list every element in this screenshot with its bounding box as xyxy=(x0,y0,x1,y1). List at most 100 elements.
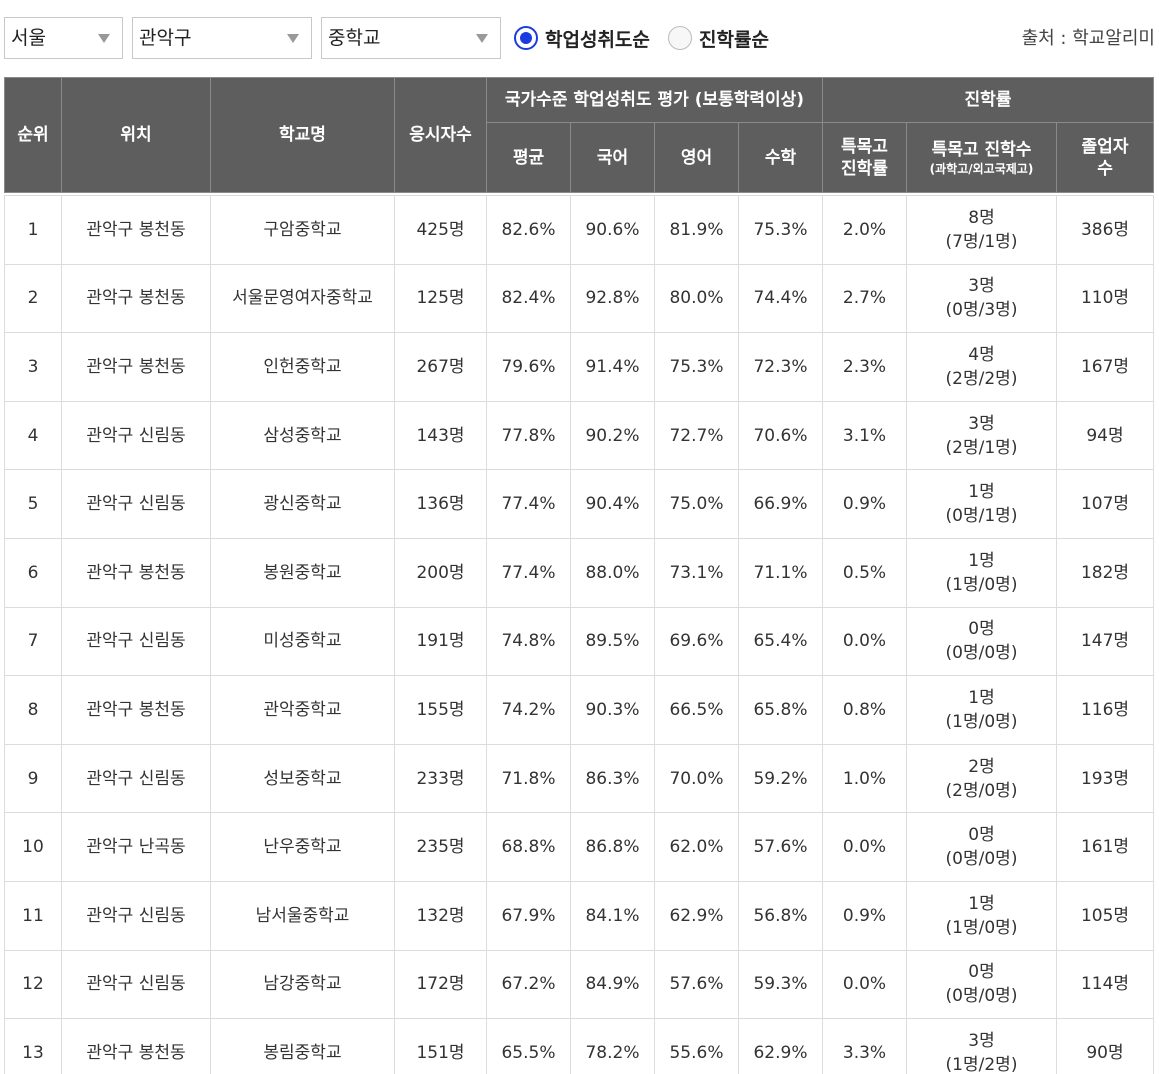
cell-korean: 92.8% xyxy=(570,263,655,334)
cell-location: 관악구 신림동 xyxy=(61,606,211,677)
table-row: 13 관악구 봉천동 봉림중학교 151명 65.5% 78.2% 55.6% 62.9% 3.… xyxy=(4,1018,1155,1074)
header-achievement-group: 국가수준 학업성취도 평가 (보통학력이상) xyxy=(486,77,823,123)
header-graduates-line2: 수 xyxy=(1097,158,1113,179)
cell-math: 74.4% xyxy=(738,263,823,334)
cell-special-count-detail: (1명/2명) xyxy=(945,1054,1018,1074)
sort-radio-advancement[interactable]: 진학률순 xyxy=(668,24,769,52)
cell-avg: 82.6% xyxy=(486,195,571,265)
header-special-count: 특목고 진학수 (과학고/외고국제고) xyxy=(906,122,1057,193)
cell-special-count-detail: (1명/0명) xyxy=(945,711,1018,732)
cell-english: 81.9% xyxy=(654,195,739,265)
cell-korean: 84.9% xyxy=(570,949,655,1020)
cell-special-count-detail: (1명/0명) xyxy=(945,917,1018,938)
sort-radio-advancement-label: 진학률순 xyxy=(699,28,769,51)
cell-location: 관악구 난곡동 xyxy=(61,812,211,882)
header-advancement-group: 진학률 xyxy=(821,77,1155,123)
cell-location: 관악구 봉천동 xyxy=(61,332,211,402)
header-special-rate-line2: 진학률 xyxy=(841,158,888,179)
cell-graduates: 114명 xyxy=(1055,949,1155,1020)
sort-radio-achievement[interactable]: 학업성취도순 xyxy=(514,24,650,52)
cell-graduates: 167명 xyxy=(1055,332,1155,402)
table-row: 6 관악구 봉천동 봉원중학교 200명 77.4% 88.0% 73.1% 71.1% 0.5… xyxy=(4,537,1155,608)
school-level-select-value: 중학교 xyxy=(328,27,381,49)
cell-avg: 74.2% xyxy=(486,675,571,745)
cell-school: 구암중학교 xyxy=(210,195,395,265)
cell-school: 미성중학교 xyxy=(210,606,395,677)
cell-korean: 86.3% xyxy=(570,743,655,814)
chevron-down-icon xyxy=(287,34,299,43)
cell-special-count-total: 1명 xyxy=(968,550,995,571)
cell-rank: 7 xyxy=(4,606,62,677)
cell-rank: 5 xyxy=(4,469,62,539)
table-row: 4 관악구 신림동 삼성중학교 143명 77.8% 90.2% 72.7% 70.6% 3.1… xyxy=(4,400,1155,471)
school-ranking-table: 순위 위치 학교명 응시자수 국가수준 학업성취도 평가 (보통학력이상) 진학… xyxy=(4,77,1155,1074)
cell-special-count-detail: (2명/1명) xyxy=(945,437,1018,458)
cell-graduates: 193명 xyxy=(1055,743,1155,814)
cell-graduates: 386명 xyxy=(1055,195,1155,265)
cell-special-count: 8명 (7명/1명) xyxy=(906,195,1057,265)
cell-graduates: 105명 xyxy=(1055,880,1155,951)
cell-korean: 90.4% xyxy=(570,469,655,539)
cell-special-count-total: 0명 xyxy=(968,619,995,640)
cell-location: 관악구 봉천동 xyxy=(61,675,211,745)
cell-graduates: 147명 xyxy=(1055,606,1155,677)
cell-avg: 65.5% xyxy=(486,1018,571,1074)
radio-unselected-icon[interactable] xyxy=(668,26,692,50)
cell-special-count: 3명 (2명/1명) xyxy=(906,400,1057,471)
cell-math: 59.2% xyxy=(738,743,823,814)
cell-math: 56.8% xyxy=(738,880,823,951)
cell-special-count-total: 0명 xyxy=(968,962,995,983)
cell-school: 남서울중학교 xyxy=(210,880,395,951)
district-select[interactable]: 관악구 xyxy=(132,17,312,59)
source-note: 출처 : 학교알리미 xyxy=(1021,28,1155,49)
cell-avg: 67.2% xyxy=(486,949,571,1020)
cell-special-count-detail: (0명/0명) xyxy=(945,643,1018,664)
cell-special-count-total: 2명 xyxy=(968,756,995,777)
cell-special-rate: 0.9% xyxy=(822,469,907,539)
cell-english: 62.0% xyxy=(654,812,739,882)
header-examinees: 응시자수 xyxy=(394,77,487,193)
radio-selected-icon[interactable] xyxy=(514,26,538,50)
cell-school: 관악중학교 xyxy=(210,675,395,745)
header-special-count-label: 특목고 진학수 xyxy=(931,139,1032,160)
cell-avg: 77.4% xyxy=(486,469,571,539)
cell-special-count-total: 0명 xyxy=(968,825,995,846)
cell-examinees: 132명 xyxy=(394,880,487,951)
cell-english: 70.0% xyxy=(654,743,739,814)
header-graduates: 졸업자 수 xyxy=(1055,122,1155,193)
cell-rank: 10 xyxy=(4,812,62,882)
cell-korean: 78.2% xyxy=(570,1018,655,1074)
cell-special-rate: 2.0% xyxy=(822,195,907,265)
cell-special-rate: 2.7% xyxy=(822,263,907,334)
cell-math: 71.1% xyxy=(738,537,823,608)
cell-examinees: 155명 xyxy=(394,675,487,745)
cell-examinees: 143명 xyxy=(394,400,487,471)
cell-math: 57.6% xyxy=(738,812,823,882)
cell-special-rate: 2.3% xyxy=(822,332,907,402)
cell-examinees: 191명 xyxy=(394,606,487,677)
cell-special-rate: 0.9% xyxy=(822,880,907,951)
sort-radio-achievement-label: 학업성취도순 xyxy=(545,28,650,51)
cell-rank: 11 xyxy=(4,880,62,951)
cell-location: 관악구 봉천동 xyxy=(61,537,211,608)
cell-rank: 2 xyxy=(4,263,62,334)
city-select-value: 서울 xyxy=(11,27,46,49)
city-select[interactable]: 서울 xyxy=(4,17,123,59)
cell-korean: 84.1% xyxy=(570,880,655,951)
cell-avg: 82.4% xyxy=(486,263,571,334)
cell-location: 관악구 신림동 xyxy=(61,743,211,814)
cell-english: 69.6% xyxy=(654,606,739,677)
table-row: 8 관악구 봉천동 관악중학교 155명 74.2% 90.3% 66.5% 65.8% 0.8… xyxy=(4,675,1155,745)
school-level-select[interactable]: 중학교 xyxy=(321,17,501,59)
cell-math: 65.8% xyxy=(738,675,823,745)
cell-rank: 12 xyxy=(4,949,62,1020)
cell-examinees: 233명 xyxy=(394,743,487,814)
cell-special-rate: 1.0% xyxy=(822,743,907,814)
cell-korean: 88.0% xyxy=(570,537,655,608)
cell-special-count-total: 3명 xyxy=(968,413,995,434)
table-row: 12 관악구 신림동 남강중학교 172명 67.2% 84.9% 57.6% 59.3% 0.… xyxy=(4,949,1155,1020)
table-row: 2 관악구 봉천동 서울문영여자중학교 125명 82.4% 92.8% 80.0% 74.4… xyxy=(4,263,1155,334)
header-rank: 순위 xyxy=(4,77,62,193)
cell-special-count: 0명 (0명/0명) xyxy=(906,949,1057,1020)
cell-school: 난우중학교 xyxy=(210,812,395,882)
